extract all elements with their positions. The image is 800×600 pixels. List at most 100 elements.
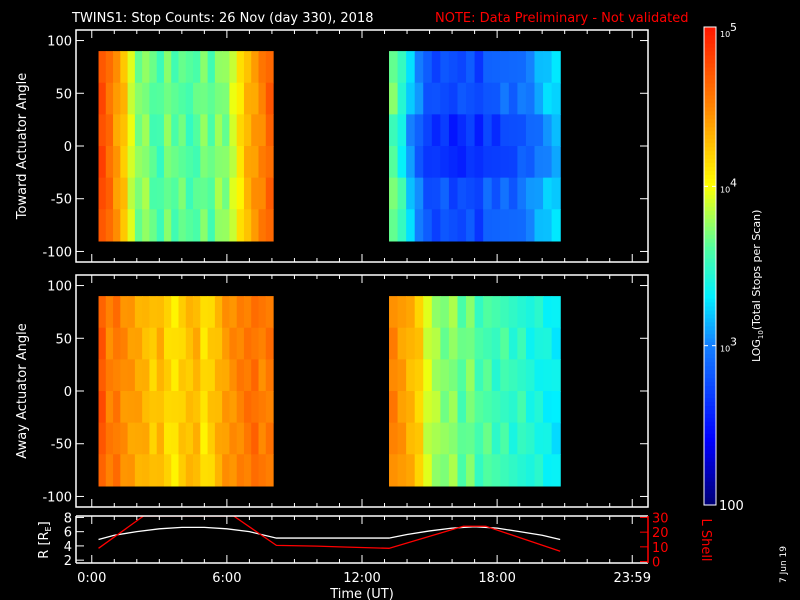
- heatmap-cell: [414, 359, 424, 392]
- heatmap-cell: [200, 454, 209, 487]
- heatmap-cell: [534, 454, 544, 487]
- colorbar-segment: [704, 62, 716, 68]
- colorbar-segment: [704, 501, 716, 506]
- heatmap-cell: [517, 359, 527, 392]
- heatmap-cell: [406, 327, 416, 360]
- heatmap-cell: [517, 454, 527, 487]
- colorbar-tick-base: 10: [720, 345, 730, 354]
- heatmap-cell: [423, 422, 433, 455]
- heatmap-cell: [265, 177, 274, 210]
- y-tick-label: -100: [42, 245, 72, 260]
- heatmap-cell: [120, 422, 129, 455]
- heatmap-cell: [414, 327, 424, 360]
- heatmap-cell: [474, 51, 484, 84]
- colorbar-segment: [704, 178, 716, 183]
- heatmap-cell: [543, 82, 553, 115]
- colorbar-segment: [704, 58, 716, 64]
- heatmap-cell: [214, 209, 223, 242]
- heatmap-cell: [178, 422, 187, 455]
- heatmap-cell: [258, 359, 267, 392]
- heatmap-cell: [440, 454, 450, 487]
- heatmap-cell: [134, 146, 143, 179]
- heatmap-cell: [397, 51, 407, 84]
- heatmap-cell: [389, 82, 399, 115]
- heatmap-cell: [171, 359, 180, 392]
- heatmap-cell: [178, 146, 187, 179]
- heatmap-cell: [483, 296, 493, 329]
- heatmap-cell: [171, 327, 180, 360]
- heatmap-cell: [448, 209, 459, 242]
- heatmap-cell: [163, 114, 172, 147]
- heatmap-cell: [251, 209, 260, 242]
- heatmap-cell: [457, 327, 467, 360]
- heatmap-cell: [193, 82, 201, 115]
- heatmap-cell: [178, 114, 187, 147]
- heatmap-cell: [142, 177, 151, 210]
- heatmap-cell: [251, 82, 260, 115]
- heatmap-cell: [431, 454, 441, 487]
- colorbar-segment: [704, 182, 716, 187]
- heatmap-cell: [200, 359, 209, 392]
- heatmap-cell: [525, 391, 536, 424]
- heatmap-cell: [457, 391, 467, 424]
- heatmap-cell: [466, 51, 476, 84]
- heatmap-cell: [171, 177, 180, 210]
- heatmap-cell: [448, 359, 459, 392]
- y-tick-label: -50: [51, 438, 72, 453]
- heatmap-cell: [120, 454, 129, 487]
- heatmap-cell: [466, 114, 476, 147]
- colorbar-segment: [704, 361, 716, 367]
- heatmap-cell: [222, 51, 231, 84]
- heatmap-cell: [163, 209, 172, 242]
- heatmap-cell: [193, 422, 201, 455]
- colorbar-segment: [704, 297, 716, 303]
- heatmap-cell: [127, 114, 136, 147]
- heatmap-cell: [113, 114, 121, 147]
- heatmap-cell: [431, 359, 441, 392]
- heatmap-cell: [113, 146, 121, 179]
- heatmap-cell: [466, 146, 476, 179]
- heatmap-cell: [105, 114, 114, 147]
- colorbar-segment: [704, 190, 716, 195]
- colorbar-tick-exp: 3: [730, 336, 737, 349]
- heatmap-cell: [214, 422, 223, 455]
- heatmap-cell: [466, 422, 476, 455]
- heatmap-cell: [466, 82, 476, 115]
- heatmap-cell: [207, 51, 216, 84]
- heatmap-cell: [543, 422, 553, 455]
- colorbar-label: LOG10(Total Stops per Scan): [750, 210, 765, 362]
- heatmap-cell: [406, 82, 416, 115]
- heatmap-cell: [193, 454, 201, 487]
- heatmap-cell: [236, 209, 245, 242]
- colorbar-segment: [704, 78, 716, 84]
- heatmap-cell: [423, 454, 433, 487]
- heatmap-cell: [229, 391, 238, 424]
- colorbar-segment: [704, 46, 716, 52]
- x-tick-label: 18:00: [478, 571, 515, 586]
- heatmap-cell: [551, 177, 561, 210]
- heatmap-cell: [474, 82, 484, 115]
- heatmap-cell: [163, 327, 172, 360]
- heatmap-cell: [171, 454, 180, 487]
- heatmap-cell: [483, 422, 493, 455]
- heatmap-cell: [207, 422, 216, 455]
- heatmap-cell: [500, 391, 510, 424]
- heatmap-cell: [431, 146, 441, 179]
- heatmap-cell: [517, 391, 527, 424]
- heatmap-cell: [406, 296, 416, 329]
- colorbar-segment: [704, 421, 716, 426]
- heatmap-cell: [414, 209, 424, 242]
- heatmap-cell: [142, 454, 151, 487]
- l-tick-label: 0: [652, 556, 660, 571]
- heatmap-cell: [483, 391, 493, 424]
- colorbar-segment: [704, 94, 716, 100]
- heatmap-cell: [389, 146, 399, 179]
- heatmap-cell: [163, 146, 172, 179]
- heatmap-cell: [127, 422, 136, 455]
- colorbar-segment: [704, 142, 716, 148]
- heatmap-cell: [236, 177, 245, 210]
- heatmap-cell: [508, 454, 518, 487]
- heatmap-cell: [543, 296, 553, 329]
- y-tick-label: -100: [42, 490, 72, 505]
- y-tick-label: 50: [55, 87, 72, 102]
